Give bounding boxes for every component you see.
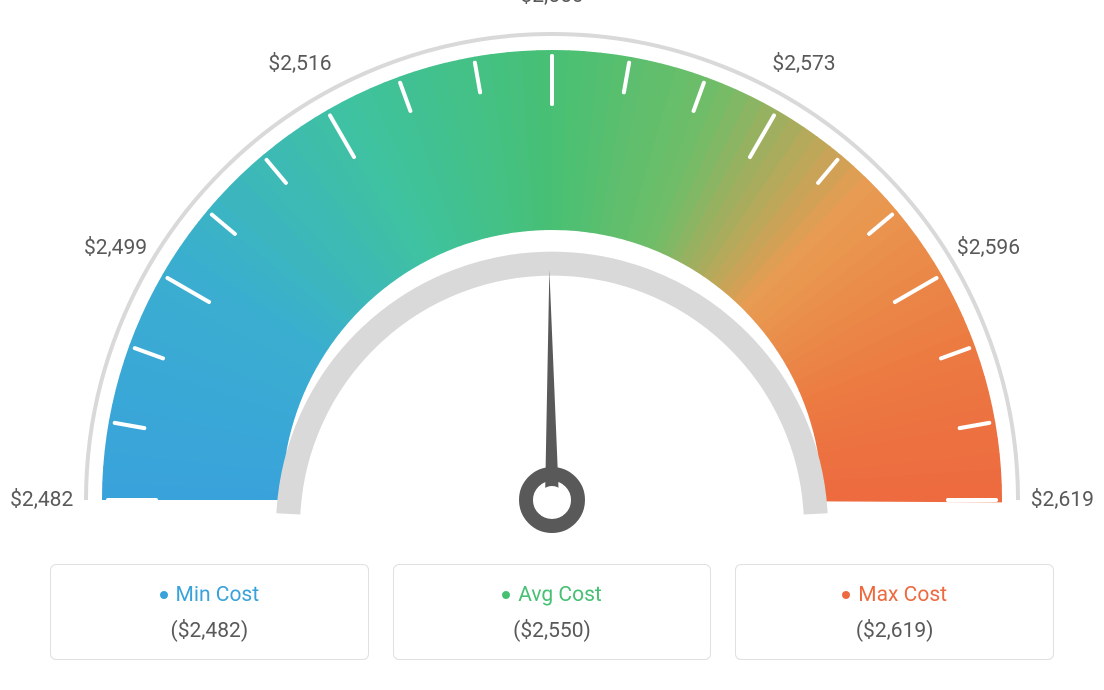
legend-min-card: Min Cost ($2,482) — [50, 564, 369, 660]
gauge-tick-label: $2,499 — [84, 236, 147, 260]
legend-min-value: ($2,482) — [63, 619, 356, 643]
legend-avg-dot-icon — [502, 591, 510, 599]
legend-max-label: Max Cost — [842, 583, 947, 607]
cost-gauge: $2,482$2,499$2,516$2,550$2,573$2,596$2,6… — [52, 20, 1052, 540]
gauge-tick-label: $2,573 — [772, 52, 835, 76]
legend-row: Min Cost ($2,482) Avg Cost ($2,550) Max … — [50, 564, 1054, 660]
legend-avg-text: Avg Cost — [518, 583, 602, 607]
legend-avg-label: Avg Cost — [502, 583, 602, 607]
legend-avg-value: ($2,550) — [406, 619, 699, 643]
gauge-tick-label: $2,482 — [10, 488, 73, 512]
gauge-tick-label: $2,516 — [268, 52, 331, 76]
gauge-tick-label: $2,596 — [957, 236, 1020, 260]
legend-min-text: Min Cost — [176, 583, 260, 607]
gauge-tick-label: $2,619 — [1031, 488, 1094, 512]
legend-min-label: Min Cost — [160, 583, 260, 607]
legend-max-text: Max Cost — [858, 583, 947, 607]
legend-avg-card: Avg Cost ($2,550) — [393, 564, 712, 660]
legend-max-value: ($2,619) — [748, 619, 1041, 643]
legend-max-dot-icon — [842, 591, 850, 599]
gauge-tick-label: $2,550 — [520, 0, 583, 8]
legend-min-dot-icon — [160, 591, 168, 599]
legend-max-card: Max Cost ($2,619) — [735, 564, 1054, 660]
